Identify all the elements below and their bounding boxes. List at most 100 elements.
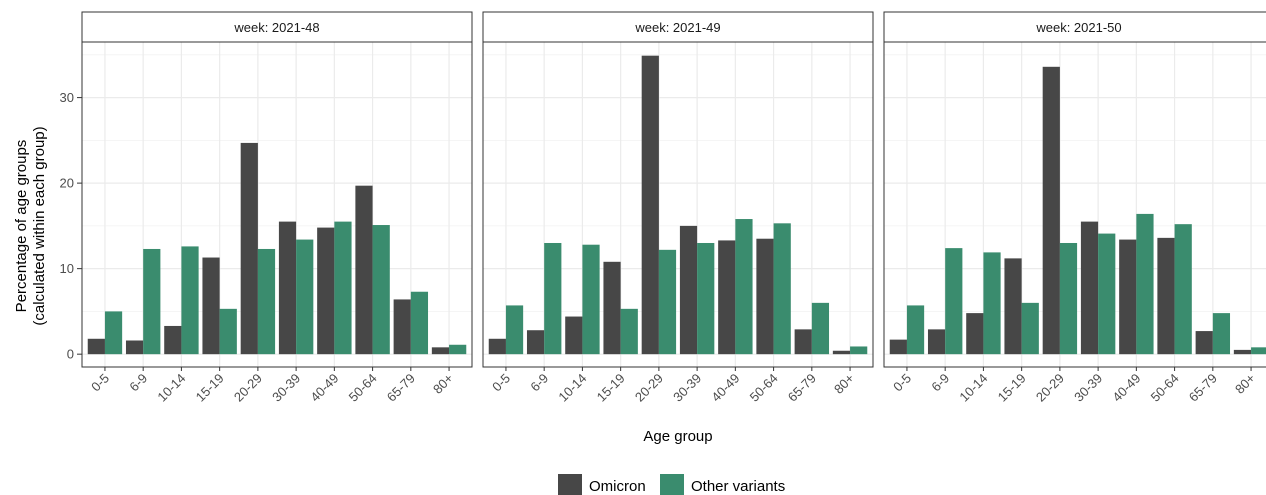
bar bbox=[756, 238, 774, 355]
legend-label: Omicron bbox=[589, 478, 646, 495]
bar bbox=[718, 240, 736, 355]
bar bbox=[620, 308, 638, 355]
facet-panel: week: 2021-50 0-5 6-9 10-14 15-19 20-29 30-39 4… bbox=[883, 11, 1266, 405]
bar bbox=[811, 302, 830, 355]
bar bbox=[794, 329, 812, 355]
y-axis: 0 10 20 30 bbox=[60, 90, 82, 362]
bar bbox=[850, 346, 868, 355]
facet-strip-label: week: 2021-49 bbox=[634, 20, 720, 35]
y-tick-label: 0 bbox=[67, 347, 74, 362]
legend-label: Other variants bbox=[691, 478, 785, 495]
bar bbox=[641, 55, 659, 355]
bar bbox=[202, 257, 220, 355]
facets: week: 2021-480-5 6-9 10-14 15-19 20-29 30-39 4… bbox=[81, 11, 1266, 405]
bar bbox=[983, 252, 1001, 355]
panel-border bbox=[482, 41, 874, 368]
bar bbox=[1080, 221, 1099, 355]
bar bbox=[334, 221, 352, 355]
bar bbox=[278, 221, 297, 355]
bar bbox=[1195, 331, 1213, 355]
bar bbox=[87, 338, 105, 355]
bar bbox=[906, 305, 925, 355]
bar bbox=[1021, 302, 1039, 355]
bar bbox=[1157, 237, 1175, 355]
bar bbox=[966, 313, 984, 355]
x-tick-label: 40-49 bbox=[307, 371, 341, 405]
x-tick-label: 40-49 bbox=[708, 371, 742, 405]
facet-strip-label: week: 2021-50 bbox=[1035, 20, 1121, 35]
bar bbox=[582, 244, 600, 355]
x-tick-label: 10-14 bbox=[555, 371, 589, 405]
y-tick-label: 30 bbox=[60, 90, 74, 105]
bar bbox=[773, 223, 791, 355]
x-tick-label: 0-5 bbox=[489, 371, 513, 395]
bar bbox=[104, 311, 123, 355]
bar bbox=[565, 316, 583, 355]
bar bbox=[603, 261, 621, 355]
bar bbox=[889, 339, 907, 355]
x-tick-label: 30-39 bbox=[269, 371, 303, 405]
bar bbox=[372, 225, 390, 355]
bar bbox=[1098, 233, 1116, 355]
x-tick-label: 6-9 bbox=[527, 371, 551, 395]
bar bbox=[317, 227, 335, 355]
bar bbox=[1212, 313, 1231, 355]
bar bbox=[1251, 347, 1266, 355]
bar bbox=[143, 248, 161, 355]
bar bbox=[164, 325, 182, 355]
x-tick-label: 15-19 bbox=[193, 371, 227, 405]
x-tick-label: 65-79 bbox=[384, 371, 418, 405]
bar bbox=[431, 347, 450, 355]
panel-border bbox=[81, 41, 473, 368]
legend-key bbox=[558, 474, 582, 495]
facet-panel: week: 2021-49 0-5 6-9 10-14 15-19 20-29 30-39 4… bbox=[482, 11, 874, 405]
facet-panel: week: 2021-48 0-5 6-9 10-14 15-19 20-29 30-39 4… bbox=[81, 11, 473, 405]
x-tick-label: 20-29 bbox=[231, 371, 265, 405]
bar bbox=[1119, 239, 1137, 355]
x-axis-title: Age group bbox=[643, 428, 712, 445]
bar bbox=[1174, 224, 1192, 355]
panel-border bbox=[883, 41, 1266, 368]
bar bbox=[1042, 66, 1060, 355]
bar bbox=[544, 242, 562, 355]
bar bbox=[832, 350, 851, 355]
x-tick-label: 10-14 bbox=[154, 371, 188, 405]
bar bbox=[697, 242, 715, 355]
x-tick-label: 50-64 bbox=[747, 371, 781, 405]
bar bbox=[505, 305, 524, 355]
x-tick-label: 80+ bbox=[430, 371, 456, 397]
x-tick-label: 80+ bbox=[1232, 371, 1258, 397]
facet-strip bbox=[81, 11, 473, 43]
bar bbox=[1233, 349, 1252, 355]
x-tick-label: 15-19 bbox=[594, 371, 628, 405]
x-tick-label: 15-19 bbox=[995, 371, 1029, 405]
x-tick-label: 0-5 bbox=[88, 371, 112, 395]
facet-strip bbox=[883, 11, 1266, 43]
bar bbox=[927, 329, 946, 355]
bar bbox=[526, 330, 545, 355]
y-axis-title-line1: Percentage of age groups bbox=[13, 140, 30, 313]
legend-item: Omicron bbox=[558, 474, 646, 495]
bar bbox=[488, 338, 506, 355]
bar bbox=[679, 225, 698, 355]
bar bbox=[449, 344, 467, 355]
x-tick-label: 65-79 bbox=[1186, 371, 1220, 405]
bar bbox=[410, 291, 429, 355]
bar bbox=[125, 340, 144, 355]
bar bbox=[658, 249, 677, 355]
x-tick-label: 10-14 bbox=[956, 371, 990, 405]
bar bbox=[219, 308, 237, 355]
x-tick-label: 6-9 bbox=[126, 371, 150, 395]
bar bbox=[1059, 242, 1078, 355]
bar bbox=[257, 248, 276, 355]
x-tick-label: 6-9 bbox=[928, 371, 952, 395]
bar bbox=[735, 219, 753, 355]
y-axis-title-line2: (calculated within each group) bbox=[31, 126, 48, 325]
bar bbox=[355, 185, 373, 355]
x-tick-label: 0-5 bbox=[890, 371, 914, 395]
x-tick-label: 30-39 bbox=[1071, 371, 1105, 405]
x-tick-label: 80+ bbox=[831, 371, 857, 397]
x-tick-label: 50-64 bbox=[1148, 371, 1182, 405]
bar bbox=[296, 239, 314, 355]
